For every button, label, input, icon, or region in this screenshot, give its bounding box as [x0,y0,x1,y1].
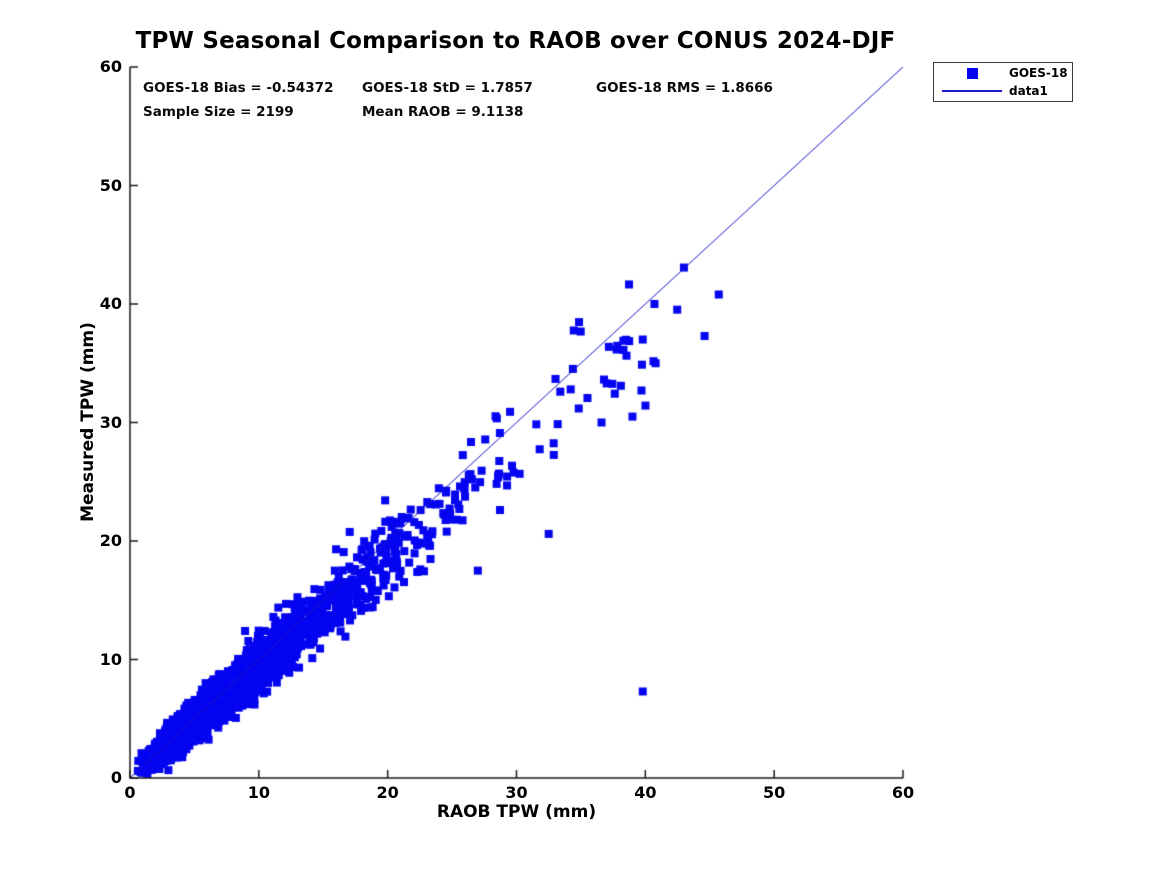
y-tick-label: 30 [99,412,122,432]
stat-mean-raob: Mean RAOB = 9.1138 [362,104,524,120]
chart-title: TPW Seasonal Comparison to RAOB over CON… [135,28,896,54]
y-tick-label: 10 [99,649,122,669]
stat-rms: GOES-18 RMS = 1.8666 [596,80,773,96]
legend: GOES-18 data1 [933,62,1073,102]
legend-marker-swatch [967,67,978,79]
x-tick-label: 60 [891,783,915,802]
y-tick-label: 0 [110,768,122,787]
legend-label-goes18: GOES-18 [1009,66,1068,80]
x-tick-label: 30 [505,783,528,802]
x-tick-label: 10 [247,783,270,802]
legend-entry-data1: data1 [934,83,1072,99]
stat-sample-size: Sample Size = 2199 [143,104,294,120]
y-tick-label: 20 [99,531,122,550]
x-tick-label: 40 [634,783,657,802]
y-tick-label: 50 [99,175,122,195]
y-tick-label: 60 [99,57,122,76]
x-tick-label: 0 [124,783,136,802]
stat-bias: GOES-18 Bias = -0.54372 [143,80,334,96]
legend-line-swatch [942,90,1002,92]
x-tick-label: 50 [763,783,786,802]
x-axis-label: RAOB TPW (mm) [436,802,597,822]
x-tick-label: 20 [376,783,399,802]
legend-entry-goes18: GOES-18 [934,65,1072,81]
stat-std: GOES-18 StD = 1.7857 [362,80,533,96]
y-tick-label: 40 [99,294,122,313]
legend-label-data1: data1 [1009,84,1048,98]
